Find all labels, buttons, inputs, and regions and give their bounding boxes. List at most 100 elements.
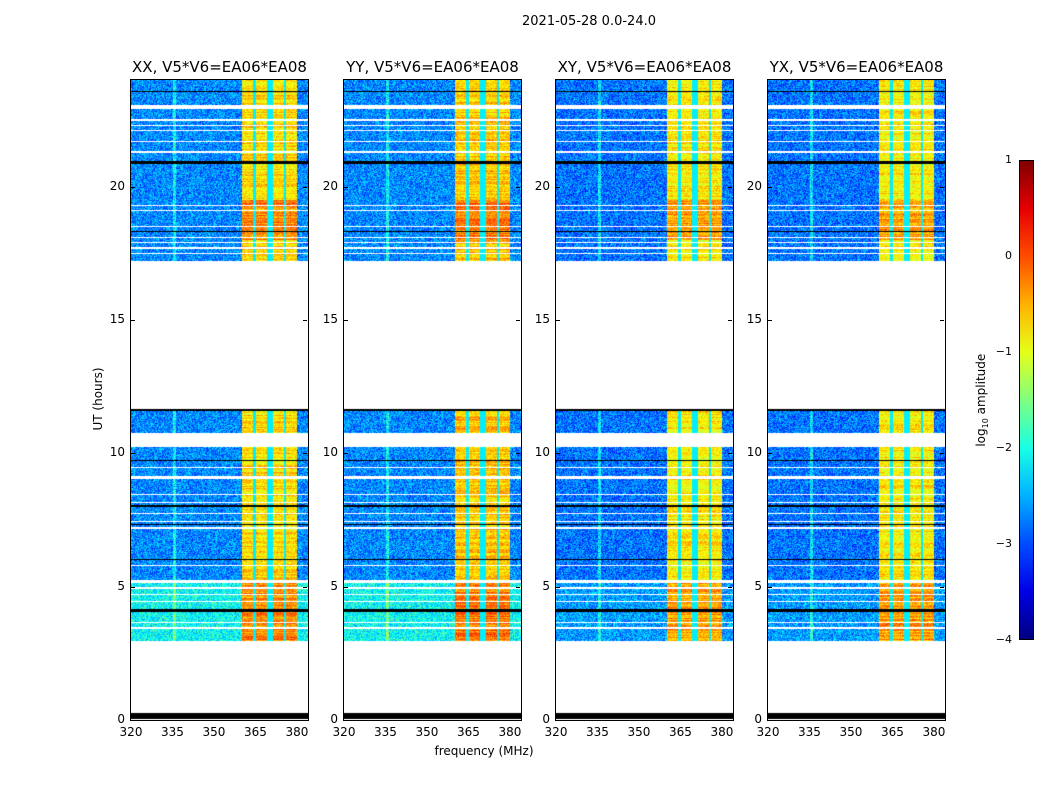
y-tick-mark bbox=[516, 720, 520, 721]
y-tick-mark bbox=[131, 720, 135, 721]
y-tick-mark bbox=[131, 586, 135, 588]
y-tick-mark bbox=[131, 320, 135, 321]
figure-title: 2021-05-28 0.0-24.0 bbox=[522, 14, 656, 29]
x-tick-label: 380 bbox=[498, 725, 522, 739]
y-tick-label: 20 bbox=[322, 178, 338, 193]
y-tick-label: 5 bbox=[754, 578, 762, 593]
y-tick-mark bbox=[556, 320, 560, 321]
y-tick-mark bbox=[768, 586, 772, 588]
y-tick-mark bbox=[728, 720, 732, 721]
y-tick-mark bbox=[940, 320, 944, 321]
x-tick-label: 365 bbox=[881, 725, 904, 739]
x-tick-label: 380 bbox=[285, 725, 309, 739]
y-tick-mark bbox=[768, 720, 772, 721]
y-tick-label: 20 bbox=[534, 178, 550, 193]
x-axis-label: frequency (MHz) bbox=[434, 744, 534, 758]
y-tick-label: 0 bbox=[542, 712, 550, 726]
y-tick-label: 5 bbox=[542, 578, 550, 593]
y-tick-mark bbox=[556, 720, 560, 721]
waterfall-panel-xy: XY, V5*V6=EA06*EA08 0 5 10 15 20 320 335 350 365 3… bbox=[535, 58, 734, 739]
y-tick-mark bbox=[303, 186, 307, 188]
x-tick-label: 350 bbox=[202, 725, 226, 739]
x-tick-label: 335 bbox=[798, 725, 821, 739]
x-tick-label: 365 bbox=[669, 725, 692, 739]
waterfall-panel-xx: XX, V5*V6=EA06*EA08 0 5 10 15 20 320 335 350 365 3… bbox=[110, 58, 309, 739]
colorbar bbox=[1019, 160, 1034, 640]
y-tick-label: 10 bbox=[534, 445, 550, 460]
panel-title: YX, V5*V6=EA06*EA08 bbox=[769, 58, 944, 76]
colorbar-tick-label: 1 bbox=[1005, 153, 1012, 166]
y-tick-label: 10 bbox=[746, 445, 762, 460]
y-tick-mark bbox=[768, 320, 772, 321]
heatmap bbox=[344, 80, 521, 720]
waterfall-panel-yx: YX, V5*V6=EA06*EA08 0 5 10 15 20 320 335 350 365 3… bbox=[747, 58, 946, 739]
panel-title: YY, V5*V6=EA06*EA08 bbox=[346, 58, 519, 76]
y-tick-mark bbox=[728, 586, 732, 588]
y-tick-label: 0 bbox=[330, 712, 338, 726]
y-tick-mark bbox=[344, 586, 348, 588]
y-tick-label: 15 bbox=[746, 312, 762, 326]
y-tick-mark bbox=[516, 320, 520, 321]
waterfall-panel-yy: YY, V5*V6=EA06*EA08 0 5 10 15 20 320 335 350 365 3… bbox=[323, 58, 522, 739]
x-tick-label: 380 bbox=[922, 725, 946, 739]
panel-title: XY, V5*V6=EA06*EA08 bbox=[557, 58, 732, 76]
y-tick-label: 15 bbox=[109, 312, 125, 326]
x-tick-label: 380 bbox=[710, 725, 734, 739]
y-tick-label: 5 bbox=[117, 578, 125, 593]
y-tick-label: 5 bbox=[330, 578, 338, 593]
y-tick-mark bbox=[303, 453, 307, 455]
y-tick-label: 15 bbox=[322, 312, 338, 326]
y-tick-mark bbox=[344, 453, 348, 455]
x-tick-label: 335 bbox=[374, 725, 397, 739]
y-tick-label: 10 bbox=[109, 445, 125, 460]
y-tick-mark bbox=[728, 453, 732, 455]
colorbar-tick-label: −2 bbox=[995, 441, 1012, 454]
y-tick-label: 0 bbox=[117, 712, 125, 726]
x-tick-label: 320 bbox=[544, 725, 568, 739]
y-tick-mark bbox=[556, 586, 560, 588]
colorbar-tick-label: −4 bbox=[995, 633, 1012, 646]
heatmap bbox=[768, 80, 945, 720]
y-tick-mark bbox=[303, 586, 307, 588]
y-tick-mark bbox=[940, 453, 944, 455]
y-tick-mark bbox=[940, 720, 944, 721]
colorbar-label: log10 amplitude bbox=[973, 353, 991, 447]
colorbar-tick-label: 0 bbox=[1005, 249, 1012, 262]
y-tick-label: 20 bbox=[109, 178, 125, 193]
x-tick-label: 320 bbox=[119, 725, 143, 739]
x-tick-label: 335 bbox=[586, 725, 609, 739]
heatmap bbox=[131, 80, 308, 720]
y-tick-mark bbox=[728, 320, 732, 321]
x-tick-label: 320 bbox=[332, 725, 356, 739]
x-tick-label: 350 bbox=[839, 725, 863, 739]
y-tick-mark bbox=[940, 186, 944, 188]
colorbar-tick-label: −3 bbox=[995, 537, 1012, 550]
y-tick-label: 10 bbox=[322, 445, 338, 460]
y-tick-mark bbox=[131, 186, 135, 188]
y-axis-label: UT (hours) bbox=[91, 367, 105, 431]
y-tick-label: 0 bbox=[754, 712, 762, 726]
colorbar-tick-label: −1 bbox=[995, 345, 1012, 358]
heatmap bbox=[556, 80, 733, 720]
x-tick-label: 320 bbox=[756, 725, 780, 739]
x-tick-label: 350 bbox=[627, 725, 651, 739]
y-tick-mark bbox=[344, 720, 348, 721]
y-tick-mark bbox=[768, 453, 772, 455]
panel-title: XX, V5*V6=EA06*EA08 bbox=[132, 58, 307, 76]
y-tick-mark bbox=[303, 720, 307, 721]
y-tick-mark bbox=[516, 586, 520, 588]
y-tick-mark bbox=[303, 320, 307, 321]
y-tick-mark bbox=[344, 320, 348, 321]
y-tick-mark bbox=[556, 453, 560, 455]
y-tick-mark bbox=[556, 186, 560, 188]
y-tick-mark bbox=[768, 186, 772, 188]
y-tick-label: 15 bbox=[534, 312, 550, 326]
y-tick-mark bbox=[728, 186, 732, 188]
y-tick-mark bbox=[516, 453, 520, 455]
y-tick-mark bbox=[516, 186, 520, 188]
x-tick-label: 350 bbox=[415, 725, 439, 739]
y-tick-mark bbox=[940, 586, 944, 588]
y-tick-label: 20 bbox=[746, 178, 762, 193]
x-tick-label: 365 bbox=[457, 725, 480, 739]
y-tick-mark bbox=[131, 453, 135, 455]
